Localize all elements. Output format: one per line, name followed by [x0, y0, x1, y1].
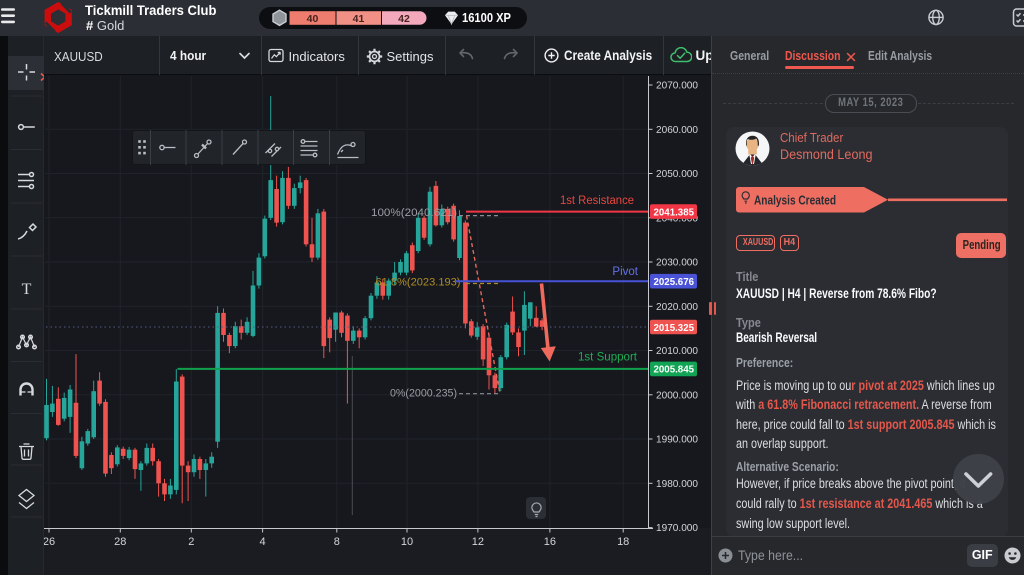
- svg-text:Pivot: Pivot: [612, 266, 638, 278]
- svg-text:2050.000: 2050.000: [656, 168, 698, 180]
- svg-text:26: 26: [44, 536, 55, 548]
- svg-text:2025.676: 2025.676: [654, 276, 695, 288]
- svg-text:12: 12: [472, 536, 484, 548]
- svg-text:1970.000: 1970.000: [656, 522, 698, 534]
- svg-text:41: 41: [353, 13, 365, 25]
- svg-text:10: 10: [401, 536, 413, 548]
- svg-text:1980.000: 1980.000: [656, 478, 698, 490]
- svg-text:2060.000: 2060.000: [656, 124, 698, 136]
- svg-text:1st Support: 1st Support: [578, 352, 638, 364]
- svg-text:2000.000: 2000.000: [656, 389, 698, 401]
- svg-text:1st Resistance: 1st Resistance: [560, 195, 634, 207]
- svg-text:2005.845: 2005.845: [654, 364, 695, 376]
- svg-text:42: 42: [398, 13, 410, 25]
- svg-text:2010.000: 2010.000: [656, 345, 698, 357]
- svg-text:T: T: [22, 281, 32, 298]
- svg-text:100%(2040.621): 100%(2040.621): [371, 207, 457, 219]
- svg-text:4: 4: [260, 536, 266, 548]
- svg-text:16100 XP: 16100 XP: [462, 10, 511, 25]
- svg-text:16: 16: [544, 536, 556, 548]
- svg-text:1990.000: 1990.000: [656, 434, 698, 446]
- svg-text:8: 8: [334, 536, 340, 548]
- svg-text:2070.000: 2070.000: [656, 80, 698, 92]
- svg-text:61.8%(2023.193): 61.8%(2023.193): [376, 277, 461, 289]
- svg-text:18: 18: [617, 536, 629, 548]
- svg-text:28: 28: [114, 536, 126, 548]
- svg-text:Analysis Created: Analysis Created: [754, 192, 836, 207]
- svg-text:2: 2: [188, 536, 194, 548]
- svg-text:2015.325: 2015.325: [654, 322, 695, 334]
- svg-text:2041.385: 2041.385: [654, 206, 695, 218]
- svg-text:0%(2000.235): 0%(2000.235): [390, 388, 457, 400]
- svg-text:2020.000: 2020.000: [656, 301, 698, 313]
- svg-text:2030.000: 2030.000: [656, 257, 698, 269]
- svg-text:40: 40: [307, 13, 319, 25]
